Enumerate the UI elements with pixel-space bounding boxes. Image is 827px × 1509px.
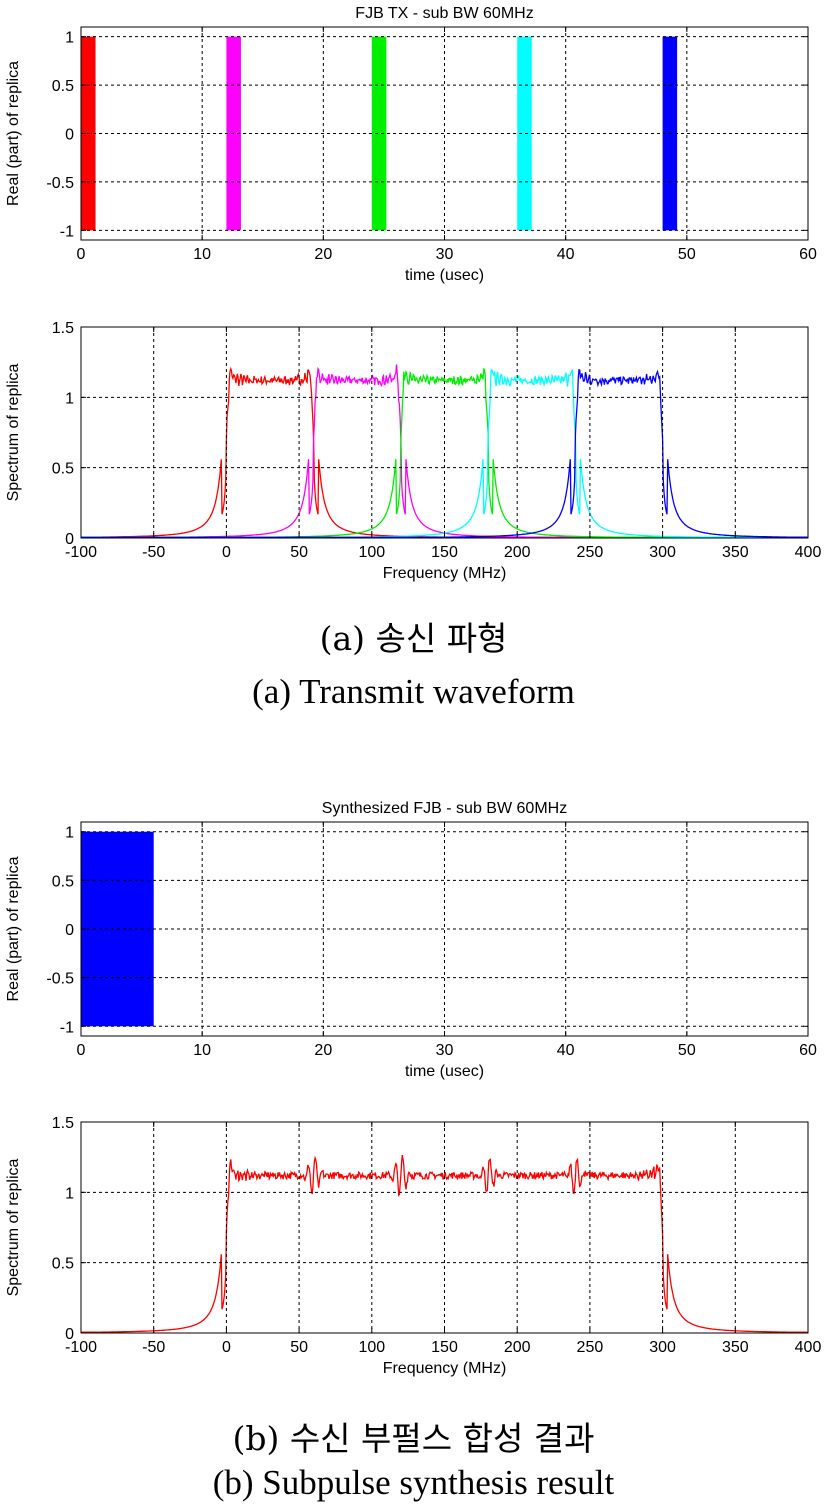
y-axis-label: Spectrum of replica bbox=[5, 1158, 22, 1296]
y-tick-label: 0 bbox=[65, 127, 74, 144]
x-tick-label: 30 bbox=[436, 246, 454, 263]
chart-title: FJB TX - sub BW 60MHz bbox=[355, 5, 533, 22]
x-tick-label: 150 bbox=[431, 544, 458, 561]
y-tick-label: -0.5 bbox=[46, 175, 74, 192]
y-tick-label: 1 bbox=[65, 825, 74, 842]
chart-1-axes: 0 10 20 30 40 50 60 -1 -0.5 0 0.5 1 time (usec) Real … bbox=[5, 5, 817, 284]
y-tick-label: 0 bbox=[65, 531, 74, 548]
x-tick-label: 300 bbox=[649, 544, 676, 561]
chart-2-grid bbox=[81, 327, 808, 538]
x-tick-label: 200 bbox=[504, 544, 531, 561]
x-tick-label: -50 bbox=[142, 544, 165, 561]
x-tick-label: -100 bbox=[65, 544, 97, 561]
chart-1: 0 10 20 30 40 50 60 -1 -0.5 0 0.5 1 time (usec) Real … bbox=[5, 5, 817, 284]
x-axis-label: time (usec) bbox=[405, 1063, 484, 1080]
x-tick-label: 40 bbox=[557, 246, 575, 263]
x-tick-label: 400 bbox=[795, 544, 822, 561]
chart-4-grid bbox=[81, 1122, 808, 1333]
chart-2-axes: -100 -50 0 50 100 150 200 250 300 350 400 0 0.5 1 1.5 F… bbox=[5, 320, 821, 582]
chart-2: -100 -50 0 50 100 150 200 250 300 350 400 0 0.5 1 1.5 F… bbox=[5, 320, 821, 582]
y-tick-label: -1 bbox=[60, 223, 74, 240]
chart-4: -100 -50 0 50 100 150 200 250 300 350 400 0 0.5 1 1.5 F… bbox=[5, 1115, 821, 1377]
x-tick-label: 150 bbox=[431, 1339, 458, 1356]
chart-2-marks bbox=[81, 364, 808, 538]
y-tick-label: -0.5 bbox=[46, 971, 74, 988]
y-tick-label: 0.5 bbox=[52, 461, 74, 478]
x-tick-label: 300 bbox=[649, 1339, 676, 1356]
pulse-bar-3 bbox=[371, 36, 387, 231]
caption-a-korean: (a) 송신 파형 bbox=[319, 619, 508, 658]
x-tick-label: 200 bbox=[504, 1339, 531, 1356]
x-tick-label: 250 bbox=[577, 1339, 604, 1356]
x-axis-label: time (usec) bbox=[405, 267, 484, 284]
y-tick-label: 1 bbox=[65, 390, 74, 407]
caption-a-english: (a) Transmit waveform bbox=[252, 672, 575, 711]
chart-3: 0 10 20 30 40 50 60 -1 -0.5 0 0.5 1 time (usec) Real … bbox=[5, 800, 817, 1080]
x-tick-label: 20 bbox=[314, 1042, 332, 1059]
x-axis-label: Frequency (MHz) bbox=[383, 565, 507, 582]
x-tick-label: 250 bbox=[577, 544, 604, 561]
y-tick-label: 0 bbox=[65, 1326, 74, 1343]
x-tick-label: 50 bbox=[678, 1042, 696, 1059]
x-tick-label: 0 bbox=[77, 1042, 86, 1059]
x-tick-label: 60 bbox=[799, 246, 817, 263]
y-tick-label: 0.5 bbox=[52, 1256, 74, 1273]
spectrum-line-1 bbox=[81, 1154, 808, 1333]
y-axis-label: Spectrum of replica bbox=[5, 363, 22, 501]
spectrum-line-2 bbox=[81, 364, 808, 538]
x-tick-label: 100 bbox=[358, 544, 385, 561]
y-tick-label: 1 bbox=[65, 30, 74, 47]
x-tick-label: 400 bbox=[795, 1339, 822, 1356]
x-tick-label: 350 bbox=[722, 1339, 749, 1356]
x-tick-label: -50 bbox=[142, 1339, 165, 1356]
x-tick-label: 50 bbox=[678, 246, 696, 263]
y-tick-label: 1.5 bbox=[52, 320, 74, 337]
chart-4-axes: -100 -50 0 50 100 150 200 250 300 350 400 0 0.5 1 1.5 F… bbox=[5, 1115, 821, 1377]
y-tick-label: 0 bbox=[65, 922, 74, 939]
x-tick-label: 60 bbox=[799, 1042, 817, 1059]
x-tick-label: 50 bbox=[290, 544, 308, 561]
y-tick-label: -1 bbox=[60, 1019, 74, 1036]
x-tick-label: -100 bbox=[65, 1339, 97, 1356]
x-tick-label: 10 bbox=[193, 1042, 211, 1059]
caption-b-english: (b) Subpulse synthesis result bbox=[212, 1463, 615, 1502]
x-tick-label: 30 bbox=[436, 1042, 454, 1059]
x-tick-label: 0 bbox=[222, 1339, 231, 1356]
chart-title: Synthesized FJB - sub BW 60MHz bbox=[322, 800, 567, 817]
x-tick-label: 20 bbox=[314, 246, 332, 263]
x-axis-label: Frequency (MHz) bbox=[383, 1360, 507, 1377]
chart-3-axes: 0 10 20 30 40 50 60 -1 -0.5 0 0.5 1 time (usec) Real … bbox=[5, 800, 817, 1080]
y-tick-label: 0.5 bbox=[52, 78, 74, 95]
y-tick-label: 1 bbox=[65, 1185, 74, 1202]
x-tick-label: 0 bbox=[222, 544, 231, 561]
chart-1-grid bbox=[81, 27, 808, 240]
y-axis-label: Real (part) of replica bbox=[5, 856, 22, 1001]
chart-3-grid bbox=[81, 822, 808, 1036]
x-tick-label: 100 bbox=[358, 1339, 385, 1356]
x-tick-label: 10 bbox=[193, 246, 211, 263]
y-tick-label: 1.5 bbox=[52, 1115, 74, 1132]
x-tick-label: 50 bbox=[290, 1339, 308, 1356]
chart-4-marks bbox=[81, 1154, 808, 1333]
caption-b-korean: (b) 수신 부펄스 합성 결과 bbox=[232, 1419, 595, 1458]
x-tick-label: 0 bbox=[77, 246, 86, 263]
y-axis-label: Real (part) of replica bbox=[5, 61, 22, 206]
x-tick-label: 40 bbox=[557, 1042, 575, 1059]
y-tick-label: 0.5 bbox=[52, 873, 74, 890]
x-tick-label: 350 bbox=[722, 544, 749, 561]
